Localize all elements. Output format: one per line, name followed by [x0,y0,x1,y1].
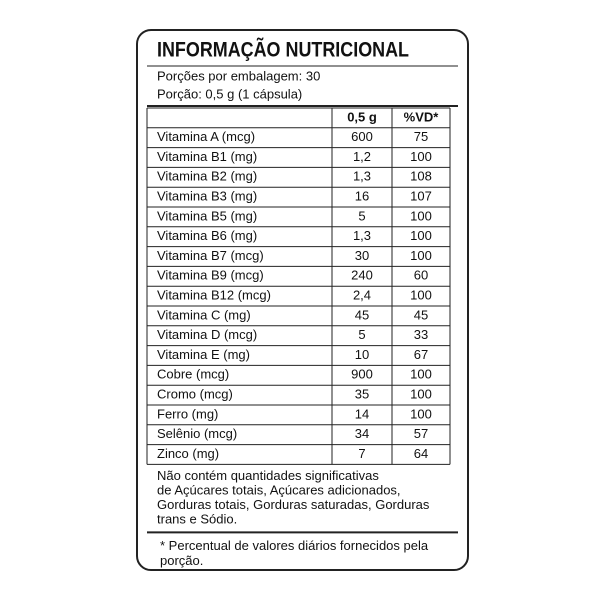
nutrient-name: Vitamina B2 (mg) [157,169,257,184]
note-line: de Açúcares totais, Açúcares adicionados… [157,482,401,497]
title: INFORMAÇÃO NUTRICIONAL [157,39,409,62]
amount: 1,2 [353,149,371,164]
daily-value: 100 [410,406,432,421]
nutrient-name: Vitamina D (mcg) [157,327,257,342]
amount: 2,4 [353,288,371,303]
serving-size: Porção: 0,5 g (1 cápsula) [157,86,302,101]
footnote-line: * Percentual de valores diários fornecid… [160,538,429,553]
amount: 1,3 [353,228,371,243]
daily-value: 107 [410,189,432,204]
daily-value: 100 [410,288,432,303]
amount: 5 [358,327,365,342]
amount: 1,3 [353,169,371,184]
nutrient-name: Vitamina B7 (mcg) [157,248,264,263]
nutrient-name: Vitamina B1 (mg) [157,149,257,164]
daily-value: 60 [414,268,428,283]
note-line: Gorduras totais, Gorduras saturadas, Gor… [157,497,430,512]
daily-value: 100 [410,387,432,402]
amount: 14 [355,406,369,421]
daily-value: 100 [410,208,432,223]
daily-value: 33 [414,327,428,342]
nutrient-name: Vitamina B5 (mg) [157,208,257,223]
note-line: Não contém quantidades significativas [157,468,379,483]
nutrient-name: Selênio (mcg) [157,426,237,441]
amount: 600 [351,129,373,144]
nutrient-name: Vitamina A (mcg) [157,129,255,144]
nutrient-name: Ferro (mg) [157,406,218,421]
daily-value: 67 [414,347,428,362]
amount: 35 [355,387,369,402]
nutrient-name: Vitamina B12 (mcg) [157,288,271,303]
amount: 16 [355,189,369,204]
column-header: %VD* [404,109,440,124]
amount: 240 [351,268,373,283]
amount: 900 [351,367,373,382]
amount: 7 [358,446,365,461]
footnote-line: porção. [160,553,203,568]
daily-value: 100 [410,248,432,263]
amount: 10 [355,347,369,362]
nutrient-name: Cromo (mcg) [157,387,233,402]
nutrient-name: Vitamina B6 (mg) [157,228,257,243]
nutrient-name: Zinco (mg) [157,446,219,461]
amount: 30 [355,248,369,263]
daily-value: 108 [410,169,432,184]
amount: 45 [355,307,369,322]
daily-value: 100 [410,228,432,243]
daily-value: 57 [414,426,428,441]
nutrient-name: Vitamina C (mg) [157,307,251,322]
nutrient-name: Vitamina B3 (mg) [157,189,257,204]
daily-value: 100 [410,367,432,382]
label-border [136,29,469,571]
nutrient-name: Vitamina E (mg) [157,347,250,362]
amount: 34 [355,426,369,441]
nutrient-name: Cobre (mcg) [157,367,229,382]
nutrient-name: Vitamina B9 (mcg) [157,268,264,283]
daily-value: 45 [414,307,428,322]
column-header: 0,5 g [347,109,377,124]
servings: Porções por embalagem: 30 [157,68,320,83]
note-line: trans e Sódio. [157,511,237,526]
daily-value: 64 [414,446,428,461]
amount: 5 [358,208,365,223]
daily-value: 100 [410,149,432,164]
daily-value: 75 [414,129,428,144]
